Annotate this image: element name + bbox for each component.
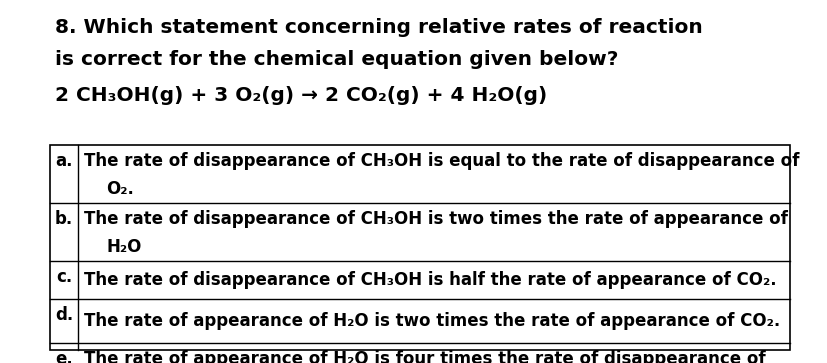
- Text: The rate of disappearance of CH₃OH is equal to the rate of disappearance of: The rate of disappearance of CH₃OH is eq…: [84, 152, 798, 170]
- Text: The rate of disappearance of CH₃OH is half the rate of appearance of CO₂.: The rate of disappearance of CH₃OH is ha…: [84, 271, 776, 289]
- Text: O₂.: O₂.: [106, 180, 134, 198]
- Text: e.: e.: [55, 350, 73, 363]
- Text: The rate of appearance of H₂O is four times the rate of disappearance of: The rate of appearance of H₂O is four ti…: [84, 350, 765, 363]
- Text: The rate of appearance of H₂O is two times the rate of appearance of CO₂.: The rate of appearance of H₂O is two tim…: [84, 312, 779, 330]
- Text: 2 CH₃OH(g) + 3 O₂(g) → 2 CO₂(g) + 4 H₂O(g): 2 CH₃OH(g) + 3 O₂(g) → 2 CO₂(g) + 4 H₂O(…: [55, 86, 547, 105]
- Text: c.: c.: [55, 268, 72, 286]
- Text: b.: b.: [55, 210, 73, 228]
- Bar: [50, 145, 789, 350]
- Text: The rate of disappearance of CH₃OH is two times the rate of appearance of: The rate of disappearance of CH₃OH is tw…: [84, 210, 787, 228]
- Text: 8. Which statement concerning relative rates of reaction: 8. Which statement concerning relative r…: [55, 18, 702, 37]
- Text: d.: d.: [55, 306, 73, 324]
- Text: a.: a.: [55, 152, 73, 170]
- Text: H₂O: H₂O: [106, 238, 141, 256]
- Text: is correct for the chemical equation given below?: is correct for the chemical equation giv…: [55, 50, 618, 69]
